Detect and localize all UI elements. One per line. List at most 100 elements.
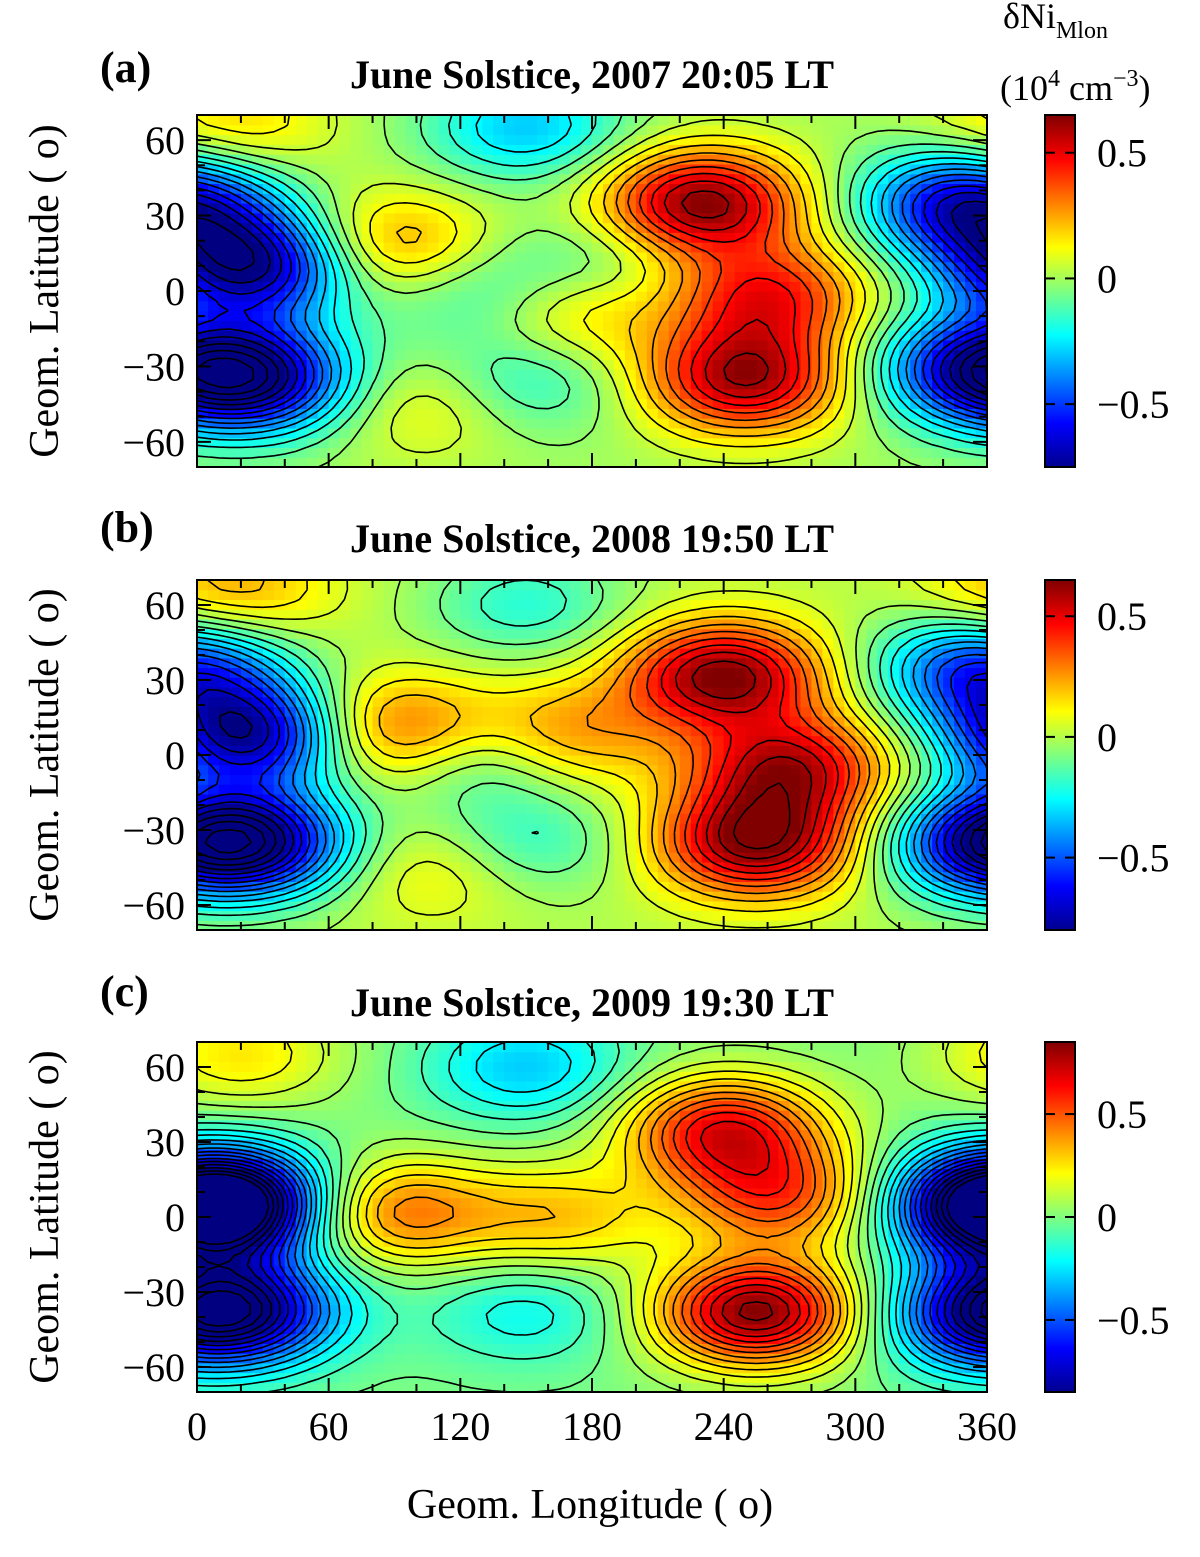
heatmap-cell [602,203,615,214]
heatmap-cell [515,330,527,341]
heatmap-cell [800,437,813,449]
heatmap-cell [526,706,538,717]
heatmap-cell [581,638,593,649]
heatmap-cell [405,261,418,273]
heatmap-cell [295,920,308,931]
heatmap-cell [570,774,582,785]
heatmap-cell [383,725,396,737]
heatmap-cell [635,745,648,756]
heatmap-cell [789,388,802,400]
heatmap-cell [548,418,560,429]
heatmap-cell [405,124,418,136]
heatmap-cell [888,716,900,727]
heatmap-cell [207,667,220,678]
heatmap-cell [218,115,231,126]
heatmap-cell [383,774,396,785]
heatmap-cell [251,813,264,824]
heatmap-cell [679,686,692,698]
heatmap-cell [690,784,703,795]
heatmap-cell [548,832,560,844]
heatmap-cell [372,891,385,902]
heatmap-cell [504,281,516,292]
heatmap-cell [416,716,429,727]
heatmap-cell [592,271,604,282]
heatmap-cell [372,725,385,737]
heatmap-cell [745,388,758,400]
heatmap-cell [449,725,461,737]
heatmap-cell [218,618,231,630]
heatmap-cell [207,144,220,155]
heatmap-cell [207,755,220,766]
heatmap-cell [526,124,538,136]
heatmap-cell [394,881,407,892]
heatmap-cell [833,427,845,439]
heatmap-cell [548,628,560,639]
heatmap-cell [306,222,319,233]
heatmap-cell [635,154,648,165]
heatmap-cell [592,920,604,931]
heatmap-cell [679,677,692,688]
heatmap-cell [701,222,714,233]
heatmap-cell [592,173,604,185]
heatmap-cell [350,369,363,380]
heatmap-cell [657,183,670,194]
heatmap-cell [965,261,977,273]
heatmap-cell [976,803,988,814]
heatmap-cell [493,677,505,688]
heatmap-cell [526,618,538,630]
heatmap-cell [690,447,703,458]
heatmap-cell [317,706,330,717]
heatmap-cell [624,124,637,136]
heatmap-cell [537,183,549,194]
heatmap-cell [284,618,297,630]
heatmap-cell [657,163,670,175]
heatmap-cell [449,144,461,155]
heatmap-cell [504,320,516,331]
heatmap-cell [635,427,648,439]
heatmap-cell [877,271,889,282]
heatmap-cell [515,881,527,892]
heatmap-cell [635,437,648,449]
heatmap-cell [482,881,494,892]
heatmap-cell [471,339,483,351]
heatmap-cell [372,144,385,155]
heatmap-cell [888,281,900,292]
heatmap-cell [416,457,429,468]
heatmap-cell [745,725,758,737]
heatmap-cell [657,764,670,776]
heatmap-cell [932,725,944,737]
heatmap-cell [701,232,714,243]
heatmap-cell [273,628,286,639]
heatmap-cell [218,628,231,639]
heatmap-cell [712,696,725,707]
heatmap-cell [789,242,802,253]
heatmap-cell [229,774,242,785]
heatmap-cell [273,232,286,243]
heatmap-cell [701,910,714,921]
heatmap-cell [844,628,856,639]
heatmap-cell [943,261,955,273]
heatmap-cell [405,823,418,834]
heatmap-cell [976,784,988,795]
heatmap-cell [581,871,593,882]
heatmap-cell [866,803,878,814]
heatmap-cell [778,900,791,912]
heatmap-cell [635,134,648,145]
heatmap-cell [789,427,802,439]
heatmap-cell [910,115,922,126]
heatmap-cell [976,320,988,331]
heatmap-cell [668,871,681,882]
heatmap-cell [515,813,527,824]
heatmap-cell [515,388,527,400]
heatmap-cell [581,212,593,224]
heatmap-cell [350,183,363,194]
heatmap-cell [932,706,944,717]
heatmap-cell [855,823,867,834]
y-axis-title: Geom. Latitude ( o) [22,124,68,458]
heatmap-cell [701,379,714,390]
heatmap-cell [251,261,264,273]
heatmap-cell [197,437,209,449]
heatmap-cell [207,349,220,361]
heatmap-cell [723,900,736,912]
heatmap-cell [306,251,319,263]
